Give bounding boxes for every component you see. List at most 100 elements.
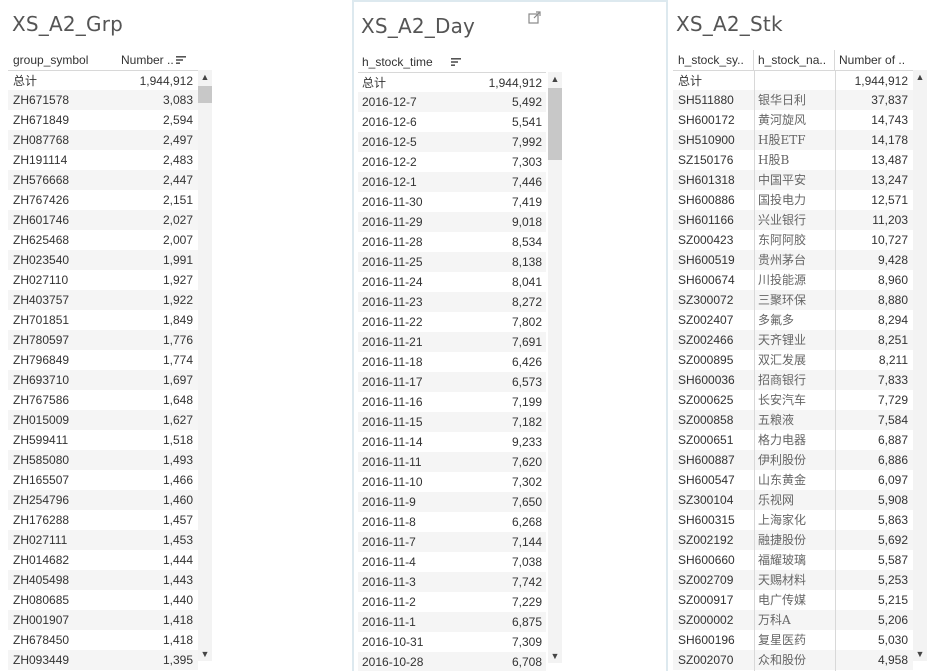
table-row[interactable]: ZH671578 3,083 <box>8 90 198 110</box>
table-row[interactable]: ZH027111 1,453 <box>8 530 198 550</box>
table-row[interactable]: 2016-12-6 5,541 <box>358 112 546 132</box>
table-row[interactable]: ZH780597 1,776 <box>8 330 198 350</box>
table-row[interactable]: 2016-11-23 8,272 <box>358 292 546 312</box>
total-row[interactable]: 总计 1,944,912 <box>8 70 198 90</box>
table-row[interactable]: SH601318 中国平安 13,247 <box>673 170 913 190</box>
chevron-down-icon[interactable]: ▼ <box>200 649 210 659</box>
table-row[interactable]: SZ002192 融捷股份 5,692 <box>673 530 913 550</box>
table-row[interactable]: ZH165507 1,466 <box>8 470 198 490</box>
table-row[interactable]: ZH671849 2,594 <box>8 110 198 130</box>
table-row[interactable]: 2016-11-11 7,620 <box>358 452 546 472</box>
sort-descending-icon[interactable] <box>450 56 462 68</box>
table-row[interactable]: SH600315 上海家化 5,863 <box>673 510 913 530</box>
table-row[interactable]: SZ000002 万科A 5,206 <box>673 610 913 630</box>
table-row[interactable]: SZ000651 格力电器 6,887 <box>673 430 913 450</box>
scroll-thumb[interactable] <box>198 86 212 103</box>
table-row[interactable]: SH601166 兴业银行 11,203 <box>673 210 913 230</box>
table-row[interactable]: 2016-11-15 7,182 <box>358 412 546 432</box>
column-header-number-of[interactable]: Number of .. <box>839 53 906 67</box>
table-row[interactable]: SH600887 伊利股份 6,886 <box>673 450 913 470</box>
table-row[interactable]: ZH254796 1,460 <box>8 490 198 510</box>
table-row[interactable]: SH510900 H股ETF 14,178 <box>673 130 913 150</box>
table-row[interactable]: 2016-11-14 9,233 <box>358 432 546 452</box>
table-row[interactable]: ZH087768 2,497 <box>8 130 198 150</box>
chevron-down-icon[interactable]: ▼ <box>915 649 925 659</box>
table-row[interactable]: 2016-11-3 7,742 <box>358 572 546 592</box>
table-row[interactable]: ZH176288 1,457 <box>8 510 198 530</box>
table-row[interactable]: SH600674 川投能源 8,960 <box>673 270 913 290</box>
vertical-scrollbar[interactable]: ▲ ▼ <box>913 70 927 661</box>
chevron-up-icon[interactable]: ▲ <box>200 72 210 82</box>
table-row[interactable]: 2016-11-1 6,875 <box>358 612 546 632</box>
sort-descending-icon[interactable] <box>175 54 187 66</box>
table-row[interactable]: SZ000625 长安汽车 7,729 <box>673 390 913 410</box>
table-row[interactable]: SH600660 福耀玻璃 5,587 <box>673 550 913 570</box>
chevron-down-icon[interactable]: ▼ <box>550 651 560 661</box>
table-row[interactable]: 2016-11-18 6,426 <box>358 352 546 372</box>
table-row[interactable]: SH600886 国投电力 12,571 <box>673 190 913 210</box>
popout-icon[interactable] <box>528 11 542 25</box>
table-row[interactable]: SZ000423 东阿阿胶 10,727 <box>673 230 913 250</box>
table-row[interactable]: ZH015009 1,627 <box>8 410 198 430</box>
column-header-h-stock-symbol[interactable]: h_stock_sy.. <box>678 53 744 67</box>
table-row[interactable]: SH600547 山东黄金 6,097 <box>673 470 913 490</box>
table-row[interactable]: SH600519 贵州茅台 9,428 <box>673 250 913 270</box>
table-row[interactable]: 2016-11-25 8,138 <box>358 252 546 272</box>
table-row[interactable]: ZH767426 2,151 <box>8 190 198 210</box>
table-row[interactable]: 2016-11-29 9,018 <box>358 212 546 232</box>
table-row[interactable]: 2016-11-24 8,041 <box>358 272 546 292</box>
table-row[interactable]: SZ000858 五粮液 7,584 <box>673 410 913 430</box>
total-row[interactable]: 总计 1,944,912 <box>673 70 913 90</box>
table-row[interactable]: 2016-11-30 7,419 <box>358 192 546 212</box>
column-header-h-stock-name[interactable]: h_stock_na.. <box>758 53 827 67</box>
table-row[interactable]: SH600196 复星医药 5,030 <box>673 630 913 650</box>
table-row[interactable]: SZ300072 三聚环保 8,880 <box>673 290 913 310</box>
table-row[interactable]: ZH585080 1,493 <box>8 450 198 470</box>
chevron-up-icon[interactable]: ▲ <box>550 74 560 84</box>
table-row[interactable]: SZ002070 众和股份 4,958 <box>673 650 913 670</box>
table-row[interactable]: 2016-11-7 7,144 <box>358 532 546 552</box>
table-row[interactable]: 2016-11-16 7,199 <box>358 392 546 412</box>
table-row[interactable]: 2016-11-21 7,691 <box>358 332 546 352</box>
table-row[interactable]: SH600172 黄河旋风 14,743 <box>673 110 913 130</box>
table-row[interactable]: 2016-10-28 6,708 <box>358 652 546 671</box>
table-row[interactable]: 2016-11-10 7,302 <box>358 472 546 492</box>
column-header-h-stock-time[interactable]: h_stock_time <box>362 55 433 69</box>
column-header-number[interactable]: Number .. <box>121 53 174 67</box>
table-row[interactable]: SH600036 招商银行 7,833 <box>673 370 913 390</box>
table-row[interactable]: SZ000895 双汇发展 8,211 <box>673 350 913 370</box>
vertical-scrollbar[interactable]: ▲ ▼ <box>548 72 562 663</box>
scroll-thumb[interactable] <box>548 88 562 160</box>
table-row[interactable]: ZH701851 1,849 <box>8 310 198 330</box>
table-row[interactable]: SZ002407 多氟多 8,294 <box>673 310 913 330</box>
table-row[interactable]: ZH625468 2,007 <box>8 230 198 250</box>
table-row[interactable]: ZH191114 2,483 <box>8 150 198 170</box>
table-row[interactable]: 2016-12-2 7,303 <box>358 152 546 172</box>
table-row[interactable]: SH511880 银华日利 37,837 <box>673 90 913 110</box>
table-row[interactable]: ZH767586 1,648 <box>8 390 198 410</box>
chevron-up-icon[interactable]: ▲ <box>915 72 925 82</box>
table-row[interactable]: ZH599411 1,518 <box>8 430 198 450</box>
table-row[interactable]: ZH001907 1,418 <box>8 610 198 630</box>
table-row[interactable]: SZ002709 天赐材料 5,253 <box>673 570 913 590</box>
table-row[interactable]: SZ002466 天齐锂业 8,251 <box>673 330 913 350</box>
table-row[interactable]: ZH576668 2,447 <box>8 170 198 190</box>
table-row[interactable]: 2016-11-2 7,229 <box>358 592 546 612</box>
column-header-group-symbol[interactable]: group_symbol <box>13 53 89 67</box>
table-row[interactable]: 2016-11-4 7,038 <box>358 552 546 572</box>
table-row[interactable]: ZH601746 2,027 <box>8 210 198 230</box>
total-row[interactable]: 总计 1,944,912 <box>358 72 546 92</box>
table-row[interactable]: ZH678450 1,418 <box>8 630 198 650</box>
table-row[interactable]: 2016-11-28 8,534 <box>358 232 546 252</box>
table-row[interactable]: ZH027110 1,927 <box>8 270 198 290</box>
table-row[interactable]: 2016-10-31 7,309 <box>358 632 546 652</box>
table-row[interactable]: 2016-11-17 6,573 <box>358 372 546 392</box>
table-row[interactable]: 2016-12-1 7,446 <box>358 172 546 192</box>
table-row[interactable]: ZH093449 1,395 <box>8 650 198 670</box>
table-row[interactable]: SZ300104 乐视网 5,908 <box>673 490 913 510</box>
table-row[interactable]: 2016-11-22 7,802 <box>358 312 546 332</box>
table-row[interactable]: ZH014682 1,444 <box>8 550 198 570</box>
table-row[interactable]: SZ150176 H股B 13,487 <box>673 150 913 170</box>
table-row[interactable]: 2016-11-8 6,268 <box>358 512 546 532</box>
table-row[interactable]: 2016-12-5 7,992 <box>358 132 546 152</box>
